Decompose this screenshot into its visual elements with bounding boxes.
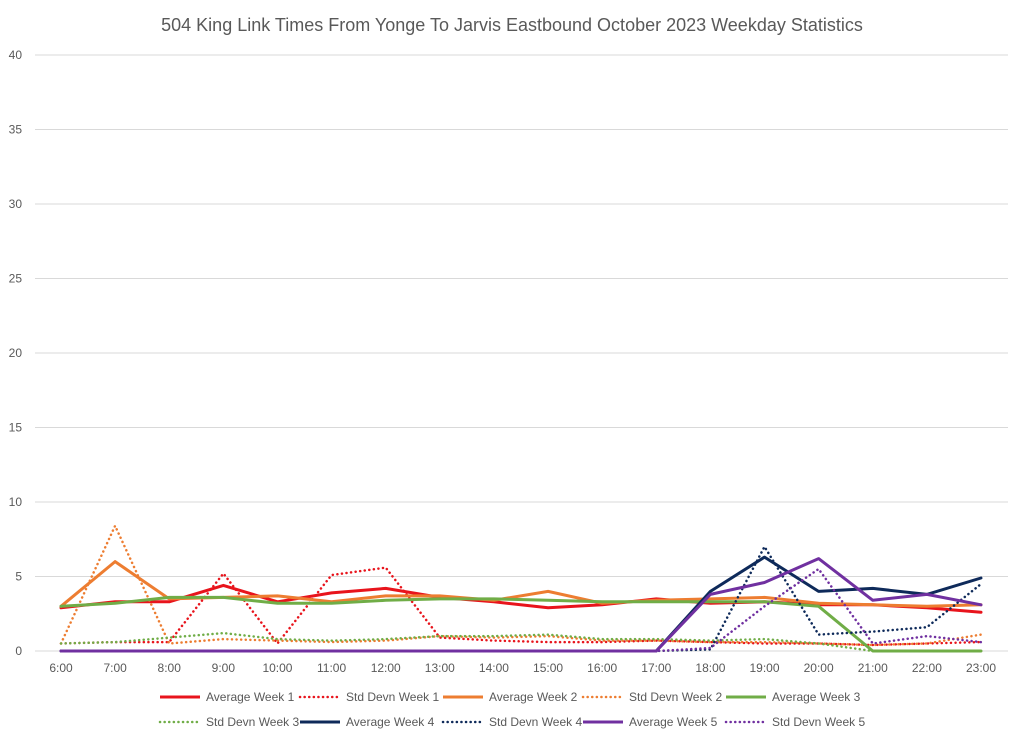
x-tick-label: 10:00 [262,661,292,675]
y-tick-label: 30 [9,197,23,211]
x-tick-label: 6:00 [49,661,73,675]
chart-title: 504 King Link Times From Yonge To Jarvis… [161,15,863,35]
x-tick-label: 13:00 [425,661,455,675]
legend-item: Std Devn Week 3 [158,715,299,729]
gridlines [35,54,1008,652]
x-tick-label: 21:00 [858,661,888,675]
x-tick-label: 16:00 [587,661,617,675]
series-line-std-devn-week-5 [59,567,983,653]
legend-item: Average Week 2 [443,690,578,704]
legend-item: Std Devn Week 4 [441,715,582,729]
legend-label: Std Devn Week 4 [489,715,582,729]
legend-item: Average Week 1 [160,690,295,704]
y-tick-label: 0 [15,644,22,658]
x-tick-label: 8:00 [158,661,182,675]
x-axis-ticks: 6:00 7:00 8:00 9:00 10:00 11:00 12:00 13:00 14:0… [49,661,996,675]
x-tick-label: 22:00 [912,661,942,675]
legend-item: Average Week 4 [300,715,435,729]
legend-label: Std Devn Week 3 [206,715,299,729]
legend-label: Average Week 2 [489,690,578,704]
series-lines [59,524,983,653]
y-tick-label: 40 [9,48,23,62]
legend-label: Std Devn Week 2 [629,690,722,704]
x-tick-label: 9:00 [212,661,236,675]
y-tick-label: 10 [9,495,23,509]
y-tick-label: 35 [9,123,23,137]
legend-label: Average Week 4 [346,715,435,729]
series-line-average-week-3 [59,595,983,653]
legend-label: Average Week 3 [772,690,861,704]
x-tick-label: 18:00 [695,661,725,675]
legend: Average Week 1 Std Devn Week 1 Average Wee… [158,690,865,729]
legend-item: Average Week 3 [726,690,861,704]
legend-item: Average Week 5 [583,715,718,729]
x-tick-label: 15:00 [533,661,563,675]
legend-label: Average Week 1 [206,690,295,704]
legend-item: Std Devn Week 2 [581,690,722,704]
y-tick-label: 15 [9,421,23,435]
x-tick-label: 7:00 [103,661,127,675]
legend-label: Average Week 5 [629,715,718,729]
series-line-std-devn-week-3 [59,631,983,653]
y-tick-label: 25 [9,272,23,286]
x-tick-label: 23:00 [966,661,996,675]
x-tick-label: 14:00 [479,661,509,675]
y-tick-label: 5 [15,570,22,584]
x-tick-label: 19:00 [750,661,780,675]
x-tick-label: 11:00 [317,661,346,675]
legend-item: Std Devn Week 1 [298,690,439,704]
legend-label: Std Devn Week 5 [772,715,865,729]
x-tick-label: 20:00 [804,661,834,675]
legend-item: Std Devn Week 5 [724,715,865,729]
y-axis-ticks: 0 5 10 15 20 25 30 35 40 [9,48,23,658]
x-tick-label: 12:00 [371,661,401,675]
x-tick-label: 17:00 [641,661,671,675]
y-tick-label: 20 [9,346,23,360]
legend-label: Std Devn Week 1 [346,690,439,704]
series-line-std-devn-week-2 [59,524,983,647]
